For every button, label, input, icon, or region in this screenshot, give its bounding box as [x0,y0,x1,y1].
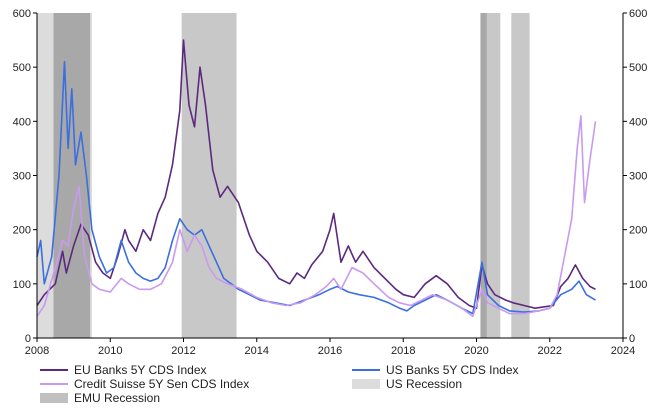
y-tick-left-6: 600 [13,8,31,20]
legend-label-4: EMU Recession [74,391,160,405]
y-tick-left-4: 400 [13,116,31,128]
series-line-2 [36,115,597,318]
legend-swatch-4 [40,393,68,403]
x-tick-7: 2022 [538,345,562,357]
y-tick-right-4: 400 [629,116,647,128]
y-tick-right-6: 600 [629,8,647,20]
legend-label-2: Credit Suisse 5Y Sen CDS Index [74,377,249,391]
y-tick-right-0: 0 [629,333,635,345]
recession-shading [37,13,530,338]
y-tick-left-3: 300 [13,171,31,183]
x-tick-3: 2014 [245,345,269,357]
axes: 0 100 200 300 400 500 600 0 100 200 300 400 500 600 20… [13,8,648,357]
x-tick-4: 2016 [318,345,342,357]
x-tick-5: 2018 [391,345,415,357]
shaded-period-4 [480,13,487,338]
shaded-period-5 [511,13,530,338]
y-tick-left-5: 500 [13,62,31,74]
legend: EU Banks 5Y CDS Index US Banks 5Y CDS Ind… [40,363,519,405]
x-tick-1: 2010 [98,345,122,357]
y-tick-left-2: 200 [13,225,31,237]
legend-label-1: US Banks 5Y CDS Index [386,363,519,377]
shaded-period-2 [181,13,237,338]
y-tick-left-0: 0 [25,333,31,345]
series-line-0 [36,39,596,309]
legend-label-0: EU Banks 5Y CDS Index [74,363,207,377]
x-tick-0: 2008 [25,345,49,357]
y-tick-left-1: 100 [13,279,31,291]
legend-label-3: US Recession [386,377,462,391]
x-tick-2: 2012 [171,345,195,357]
y-tick-right-2: 200 [629,225,647,237]
y-tick-right-5: 500 [629,62,647,74]
y-tick-right-3: 300 [629,171,647,183]
y-tick-right-1: 100 [629,279,647,291]
series-line-1 [36,61,596,315]
x-tick-8: 2024 [611,345,635,357]
x-tick-6: 2020 [464,345,488,357]
plot-area [36,39,597,318]
legend-swatch-3 [352,379,380,389]
